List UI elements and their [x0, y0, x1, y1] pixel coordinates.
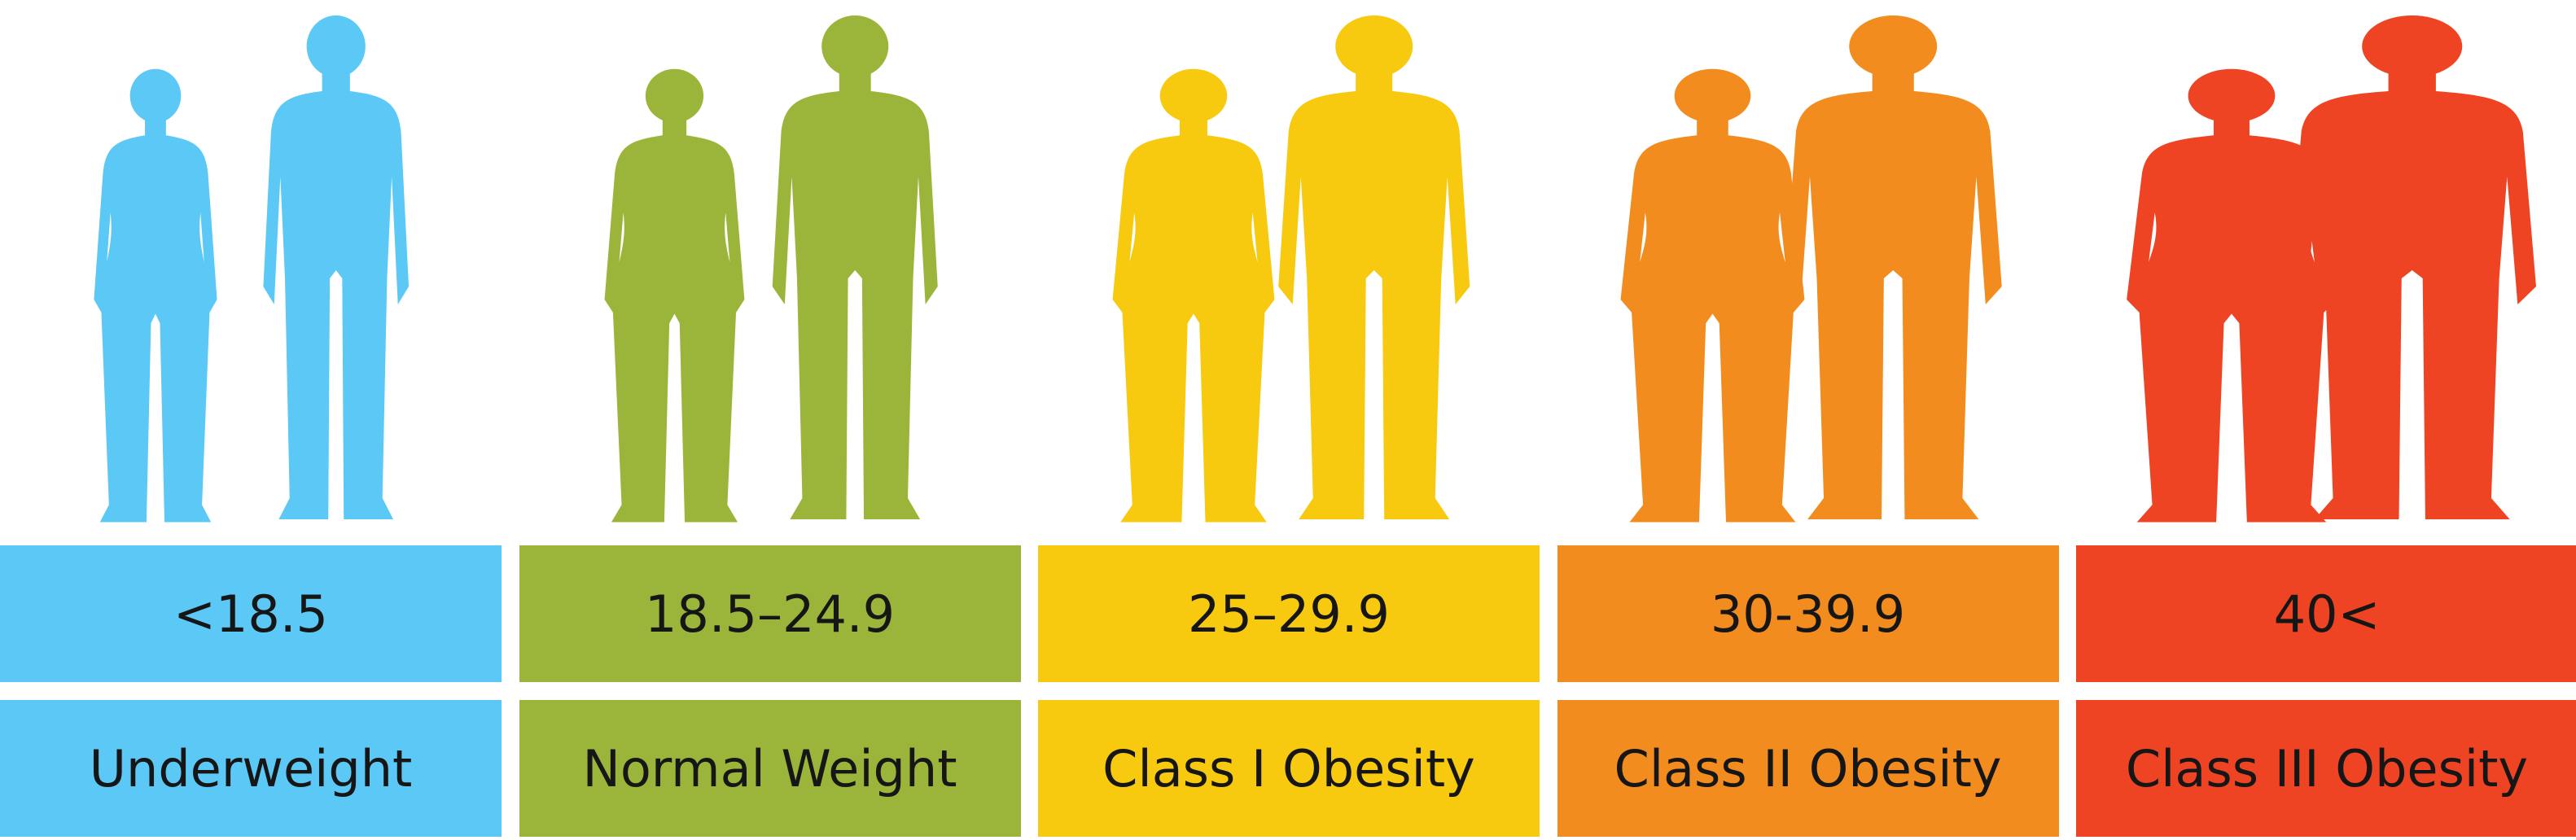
woman-silhouette: [1112, 68, 1275, 523]
category-label: Class I Obesity: [1038, 700, 1540, 837]
man-silhouette: [772, 15, 938, 519]
bmi-range: 30-39.9: [1557, 545, 2059, 682]
silhouettes: [1112, 15, 1470, 523]
bmi-range: <18.5: [0, 545, 502, 682]
figures: [94, 15, 2536, 523]
man-silhouette: [263, 15, 410, 519]
woman-silhouette: [94, 68, 217, 523]
man-silhouette: [1784, 15, 2002, 519]
bmi-range: 40<: [2076, 545, 2576, 682]
category-label: Normal Weight: [519, 700, 1021, 837]
woman-silhouette: [604, 68, 745, 523]
bmi-range: 25–29.9: [1038, 545, 1540, 682]
woman-silhouette: [1620, 68, 1805, 523]
category-label: Underweight: [0, 700, 502, 837]
man-silhouette: [1278, 15, 1470, 519]
silhouettes: [1620, 15, 2002, 523]
category-label: Class III Obesity: [2076, 700, 2576, 837]
category-label: Class II Obesity: [1557, 700, 2059, 837]
silhouettes: [604, 15, 938, 523]
man-silhouette: [2288, 15, 2536, 519]
silhouettes: [2127, 15, 2536, 523]
silhouettes: [94, 15, 410, 523]
bmi-range: 18.5–24.9: [519, 545, 1021, 682]
